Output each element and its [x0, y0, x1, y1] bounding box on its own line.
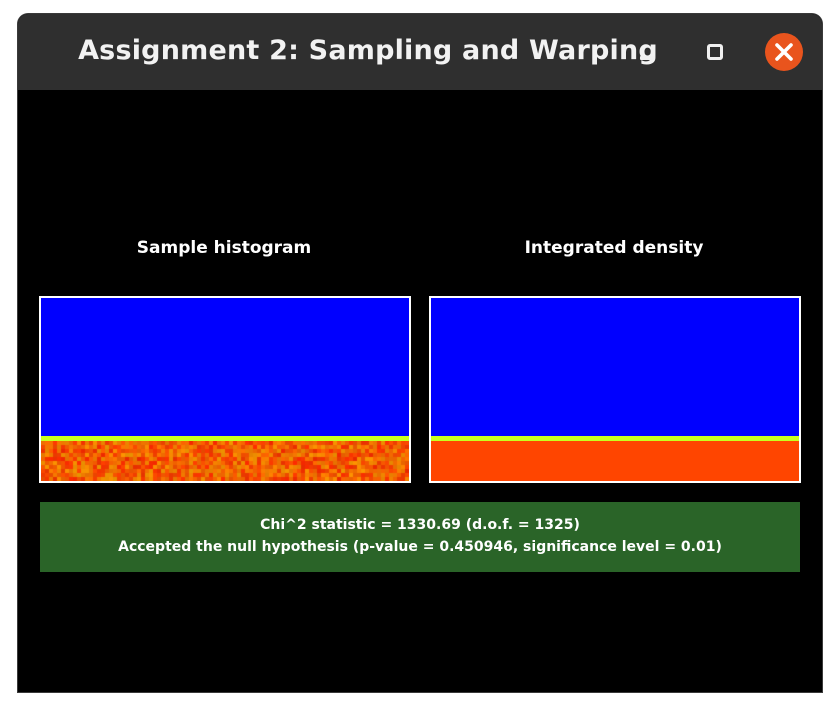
chi-square-result-box: Chi^2 statistic = 1330.69 (d.o.f. = 1325… — [40, 502, 800, 572]
integrated-density-panel — [429, 296, 801, 483]
window-title: Assignment 2: Sampling and Warping — [78, 35, 658, 66]
density-high-region — [431, 441, 799, 481]
histogram-boundary-band — [41, 436, 409, 441]
density-low-region — [431, 298, 799, 436]
hypothesis-verdict: Accepted the null hypothesis (p-value = … — [118, 539, 722, 555]
maximize-button[interactable] — [706, 43, 724, 61]
histogram-low-region — [41, 298, 409, 436]
chi-square-statistic: Chi^2 statistic = 1330.69 (d.o.f. = 1325… — [260, 517, 580, 533]
density-boundary-band — [431, 436, 799, 441]
integrated-density-label: Integrated density — [524, 238, 704, 258]
sample-histogram-panel — [39, 296, 411, 483]
close-icon — [775, 43, 793, 61]
minimize-button[interactable] — [638, 42, 658, 62]
app-window: Assignment 2: Sampling and Warping Sampl… — [18, 14, 822, 692]
histogram-noise-texture — [41, 441, 409, 481]
maximize-icon — [707, 44, 723, 60]
close-button[interactable] — [765, 33, 803, 71]
title-bar[interactable]: Assignment 2: Sampling and Warping — [18, 14, 822, 90]
sample-histogram-label: Sample histogram — [136, 238, 312, 258]
minimize-icon — [640, 56, 655, 60]
